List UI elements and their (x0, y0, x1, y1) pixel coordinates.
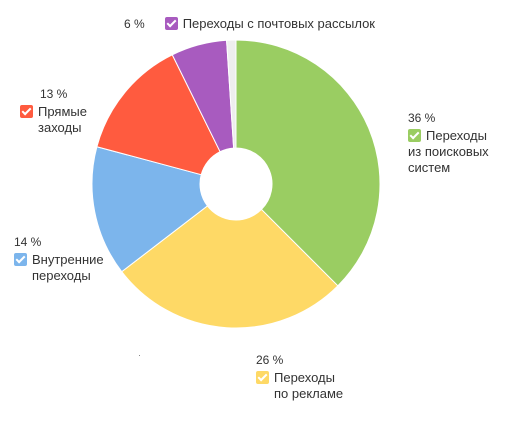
checkbox-checked-icon[interactable] (20, 105, 33, 118)
email-percent-label: 6 % (124, 17, 145, 31)
donut-slices (91, 39, 381, 329)
slice-other[interactable] (226, 39, 237, 149)
callout-ads[interactable]: 26 % Переходы по рекламе (256, 352, 343, 402)
direct-category-line-2: заходы (38, 120, 82, 135)
ads-category-line-2: по рекламе (274, 386, 344, 401)
callout-direct[interactable]: 13 % Прямые заходы (20, 86, 87, 136)
direct-category-label: Прямые (38, 104, 87, 119)
search-category-line-3: систем (408, 160, 451, 175)
checkbox-checked-icon[interactable] (14, 253, 27, 266)
email-category-label: Переходы с почтовых рассылок (182, 16, 375, 31)
slice-direct[interactable] (96, 54, 221, 176)
search-percent-label: 36 % (408, 111, 436, 125)
checkbox-checked-icon[interactable] (408, 129, 421, 142)
internal-percent-label: 14 % (14, 235, 42, 249)
internal-category-line-2: переходы (32, 268, 91, 283)
callout-email[interactable]: 6 % Переходы с почтовых рассылок (124, 16, 375, 32)
direct-percent-label: 13 % (40, 87, 68, 101)
slice-search[interactable] (235, 39, 381, 287)
search-category-label: Переходы (426, 128, 487, 143)
callout-internal[interactable]: 14 % Внутренние переходы (14, 234, 104, 284)
callout-search[interactable]: 36 % Переходы из поисковых систем (408, 110, 489, 176)
ads-category-label: Переходы (274, 370, 335, 385)
search-category-line-2: из поисковых (408, 144, 489, 159)
slice-ads[interactable] (121, 205, 339, 329)
internal-category-label: Внутренние (32, 252, 104, 267)
ads-percent-label: 26 % (256, 353, 284, 367)
checkbox-checked-icon[interactable] (164, 17, 178, 30)
slice-internal[interactable] (91, 146, 209, 273)
stray-dot (139, 355, 140, 356)
checkbox-checked-icon[interactable] (256, 371, 269, 384)
